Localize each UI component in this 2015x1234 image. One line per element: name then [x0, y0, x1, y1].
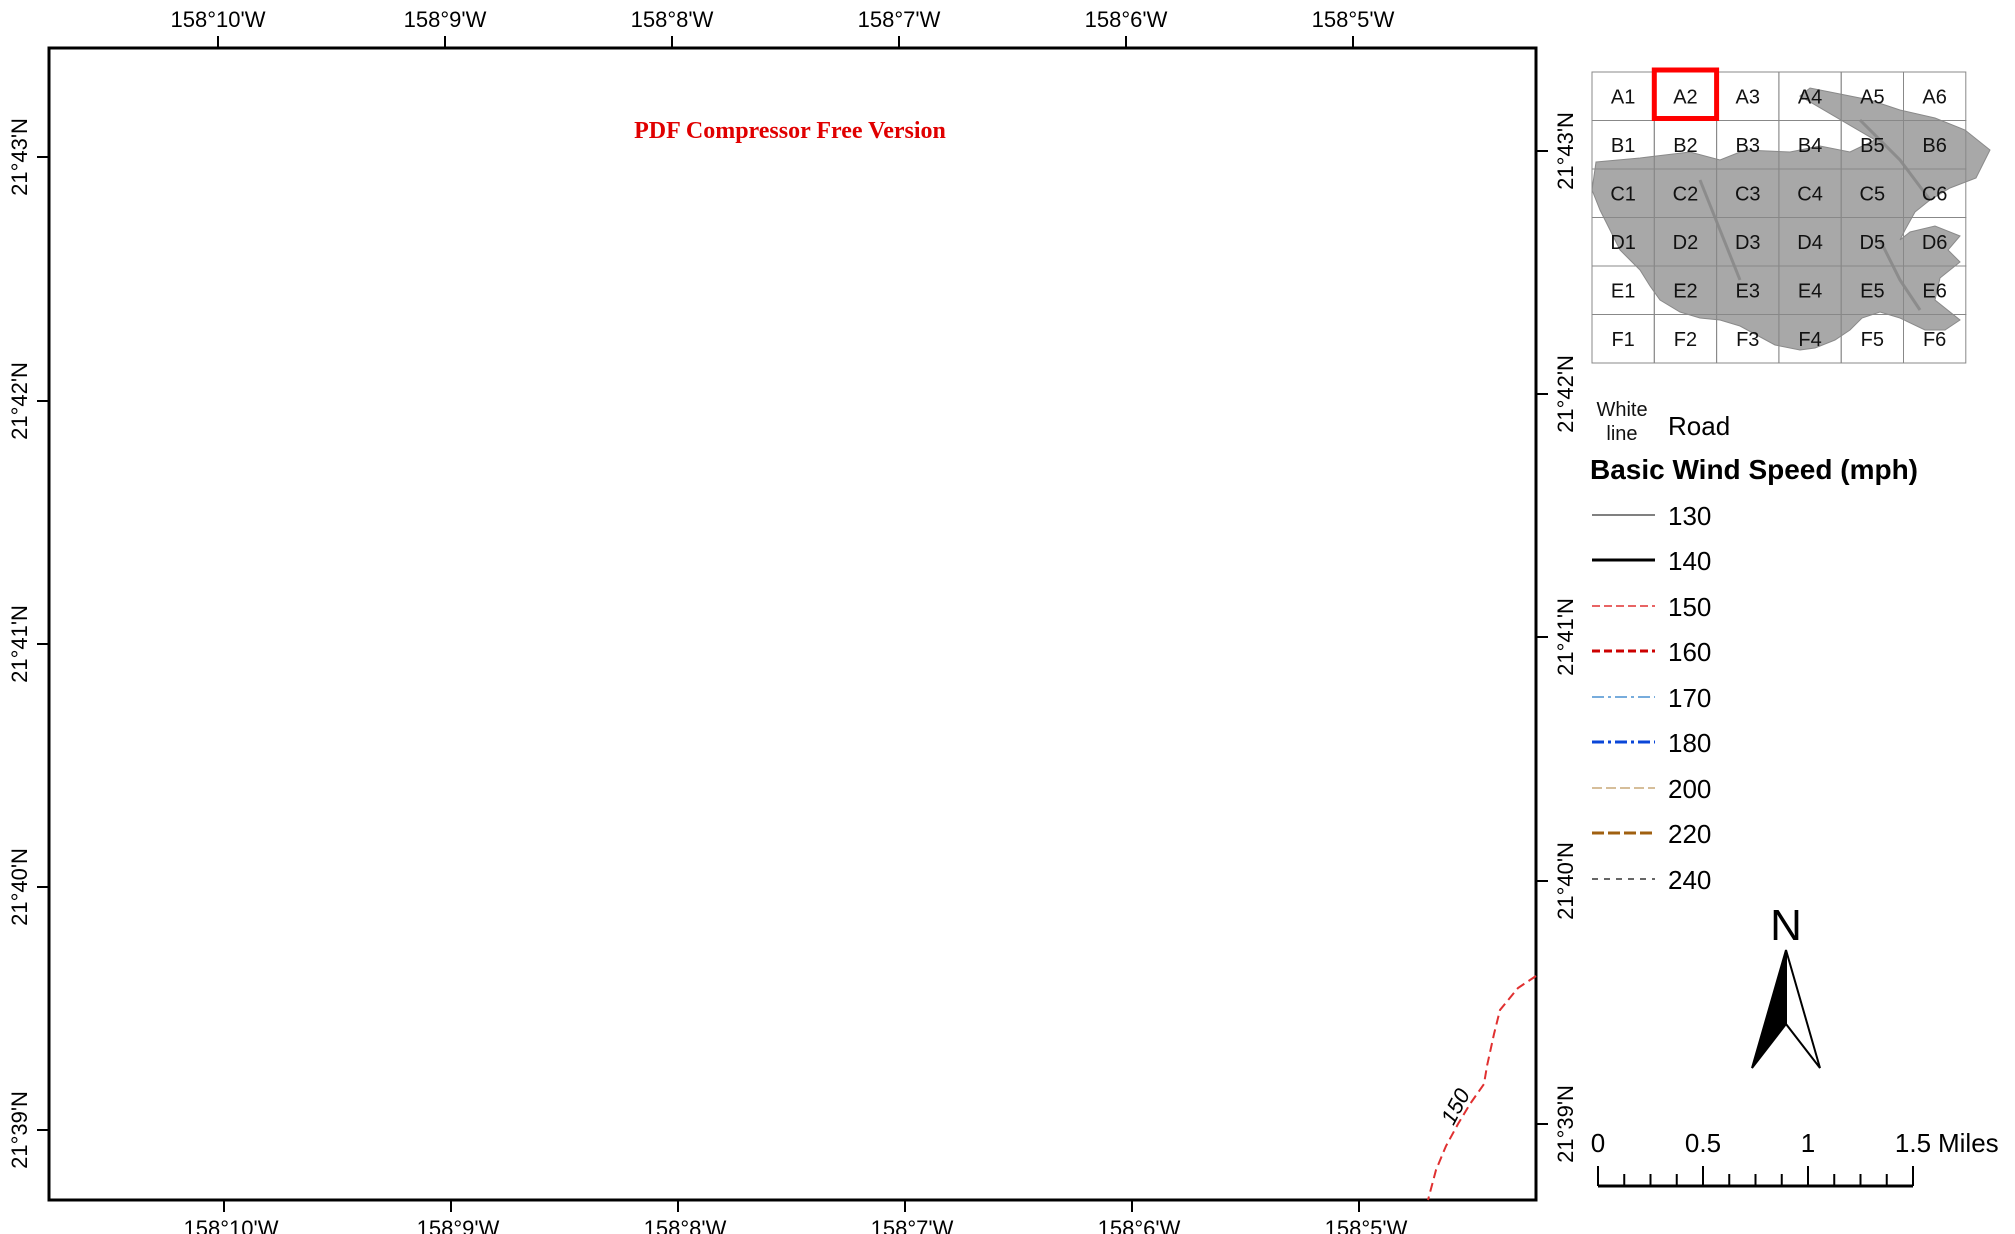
- index-cell-label: A3: [1736, 86, 1760, 108]
- index-cell-label: F6: [1923, 329, 1946, 351]
- index-cell-label: D2: [1673, 232, 1699, 254]
- index-cell-label: A4: [1798, 86, 1822, 108]
- index-cell-label: A1: [1611, 86, 1635, 108]
- lon-tick-label: 158°8'W: [631, 7, 714, 32]
- scale-label: 1: [1801, 1128, 1815, 1158]
- index-cell-label: B3: [1736, 135, 1760, 157]
- oahu-island-shape: [1591, 87, 1991, 351]
- index-cell-label: E1: [1611, 280, 1635, 302]
- index-grid: A1 A2 A3 A4 A5 A6 B1 B2 B3 B4 B5 B6 C1 C2 C3 C4 C5 C6 D1 D2…: [1591, 67, 1967, 364]
- lat-tick-label: 21°40'N: [7, 848, 32, 926]
- index-cell-label: A2: [1673, 86, 1697, 108]
- index-cell-label: C4: [1797, 183, 1823, 205]
- index-cell-label: D6: [1922, 232, 1948, 254]
- scale-ticks: [1597, 1166, 1914, 1186]
- index-cell: [1903, 314, 1967, 364]
- index-cell-label: E3: [1736, 280, 1760, 302]
- index-cell-label: F5: [1861, 329, 1884, 351]
- legend-label: 140: [1668, 546, 1711, 576]
- index-map: [1591, 87, 1991, 351]
- index-cell-label: B1: [1611, 135, 1635, 157]
- index-cell-label: F2: [1674, 329, 1697, 351]
- lat-tick-label: 21°43'N: [1553, 112, 1578, 190]
- legend-label: 160: [1668, 637, 1711, 667]
- road-label: Road: [1668, 411, 1730, 441]
- lat-tick-label: 21°41'N: [1553, 598, 1578, 676]
- index-cell-label: E6: [1922, 280, 1946, 302]
- lat-tick-label: 21°41'N: [7, 605, 32, 683]
- lon-tick-label: 158°7'W: [858, 7, 941, 32]
- index-cell-label: B5: [1860, 135, 1884, 157]
- index-cell-label: D4: [1797, 232, 1823, 254]
- lat-tick-label: 21°39'N: [1553, 1085, 1578, 1163]
- lat-tick-label: 21°39'N: [7, 1091, 32, 1169]
- north-arrow-right-half: [1785, 949, 1821, 1069]
- lon-tick-label: 158°8'W: [644, 1216, 727, 1234]
- index-cell-label: E4: [1798, 280, 1822, 302]
- lon-tick-label: 158°10'W: [184, 1216, 279, 1234]
- legend-label: 240: [1668, 865, 1711, 895]
- scale-unit: Miles: [1938, 1128, 1999, 1158]
- lat-ticks-right: 21°43'N 21°42'N 21°41'N 21°40'N 21°39'N: [1536, 112, 1578, 1163]
- index-cell-label: A5: [1860, 86, 1884, 108]
- white-line-label-1: White: [1596, 399, 1647, 421]
- lon-tick-label: 158°7'W: [871, 1216, 954, 1234]
- scale-label: 0: [1591, 1128, 1605, 1158]
- index-cell-label: C3: [1735, 183, 1761, 205]
- map-frame: [47, 46, 1538, 1202]
- index-cell-label: E2: [1673, 280, 1697, 302]
- index-cell-label: B6: [1922, 135, 1946, 157]
- lat-tick-label: 21°43'N: [7, 118, 32, 196]
- index-cell-label: A6: [1922, 86, 1946, 108]
- legend-items: 130 140 150 160 170 180 200 220 240: [1592, 501, 1711, 895]
- lon-ticks-bottom: 158°10'W 158°9'W 158°8'W 158°7'W 158°6'W…: [184, 1200, 1408, 1234]
- index-cell-label: C5: [1860, 183, 1886, 205]
- north-label: N: [1770, 901, 1802, 950]
- index-cell-label: D3: [1735, 232, 1761, 254]
- lon-tick-label: 158°6'W: [1085, 7, 1168, 32]
- index-cell-label: C6: [1922, 183, 1948, 205]
- legend-label: 170: [1668, 683, 1711, 713]
- index-cell-highlight: [1651, 67, 1720, 121]
- north-arrow: N: [1751, 901, 1821, 1069]
- lon-tick-label: 158°6'W: [1098, 1216, 1181, 1234]
- scale-label: 0.5: [1685, 1128, 1721, 1158]
- legend-label: 130: [1668, 501, 1711, 531]
- lat-tick-label: 21°40'N: [1553, 842, 1578, 920]
- index-cell-label: F4: [1798, 329, 1821, 351]
- index-cell-label: C2: [1673, 183, 1699, 205]
- legend-title: Basic Wind Speed (mph): [1590, 454, 1918, 485]
- index-cell-label: C1: [1610, 183, 1636, 205]
- lon-tick-label: 158°5'W: [1312, 7, 1395, 32]
- lon-tick-label: 158°10'W: [171, 7, 266, 32]
- lat-tick-label: 21°42'N: [7, 362, 32, 440]
- legend-label: 150: [1668, 592, 1711, 622]
- lon-ticks-top: 158°10'W 158°9'W 158°8'W 158°7'W 158°6'W…: [171, 7, 1395, 48]
- legend-label: 180: [1668, 728, 1711, 758]
- scale-bar: 0 0.5 1 1.5 Miles: [1591, 1128, 1999, 1188]
- lon-tick-label: 158°9'W: [404, 7, 487, 32]
- legend-label: 200: [1668, 774, 1711, 804]
- watermark-text: PDF Compressor Free Version: [634, 118, 946, 144]
- index-cell-label: F3: [1736, 329, 1759, 351]
- index-cell-label: B2: [1673, 135, 1697, 157]
- index-cell-label: E5: [1860, 280, 1884, 302]
- lon-tick-label: 158°5'W: [1325, 1216, 1408, 1234]
- index-cell-label: F1: [1611, 329, 1634, 351]
- white-line-label-2: line: [1606, 423, 1637, 445]
- lat-ticks-left: 21°43'N 21°42'N 21°41'N 21°40'N 21°39'N: [7, 118, 49, 1169]
- index-cell-label: B4: [1798, 135, 1822, 157]
- lon-tick-label: 158°9'W: [417, 1216, 500, 1234]
- scale-label: 1.5: [1895, 1128, 1931, 1158]
- index-cell-label: D5: [1860, 232, 1886, 254]
- legend-label: 220: [1668, 819, 1711, 849]
- index-cell-label: D1: [1610, 232, 1636, 254]
- lat-tick-label: 21°42'N: [1553, 355, 1578, 433]
- north-arrow-left-half: [1751, 949, 1787, 1069]
